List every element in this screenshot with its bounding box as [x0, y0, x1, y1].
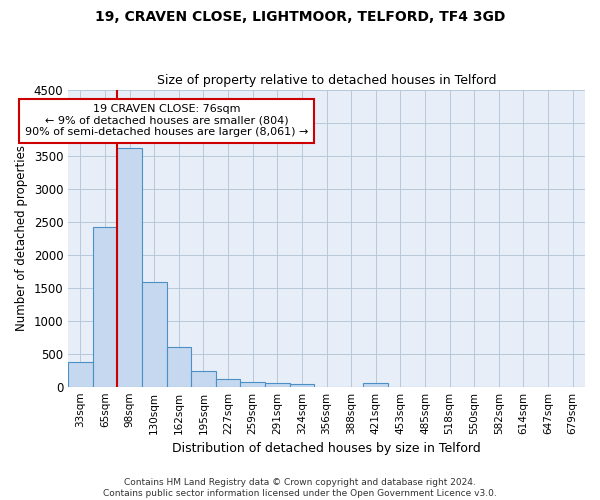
Bar	[290, 384, 314, 386]
Title: Size of property relative to detached houses in Telford: Size of property relative to detached ho…	[157, 74, 496, 87]
Bar	[68, 362, 93, 386]
Bar	[167, 347, 191, 387]
X-axis label: Distribution of detached houses by size in Telford: Distribution of detached houses by size …	[172, 442, 481, 455]
Bar	[241, 382, 265, 386]
Text: 19 CRAVEN CLOSE: 76sqm
← 9% of detached houses are smaller (804)
90% of semi-det: 19 CRAVEN CLOSE: 76sqm ← 9% of detached …	[25, 104, 308, 138]
Bar	[364, 382, 388, 386]
Y-axis label: Number of detached properties: Number of detached properties	[15, 145, 28, 331]
Text: Contains HM Land Registry data © Crown copyright and database right 2024.
Contai: Contains HM Land Registry data © Crown c…	[103, 478, 497, 498]
Bar	[191, 372, 216, 386]
Bar	[93, 227, 118, 386]
Bar	[265, 383, 290, 386]
Text: 19, CRAVEN CLOSE, LIGHTMOOR, TELFORD, TF4 3GD: 19, CRAVEN CLOSE, LIGHTMOOR, TELFORD, TF…	[95, 10, 505, 24]
Bar	[118, 148, 142, 386]
Bar	[142, 282, 167, 387]
Bar	[216, 380, 241, 386]
